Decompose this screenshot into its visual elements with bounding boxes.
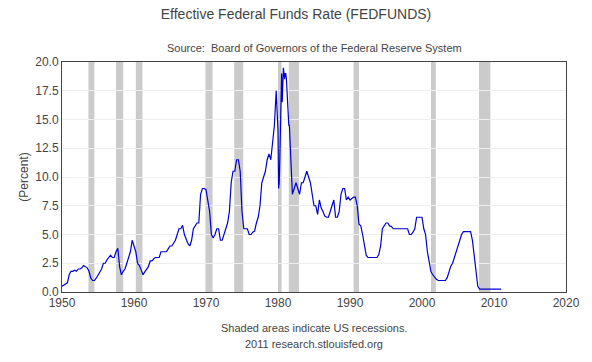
svg-text:1970: 1970 <box>193 296 220 310</box>
svg-text:1960: 1960 <box>121 296 148 310</box>
svg-text:10.0: 10.0 <box>35 170 59 184</box>
svg-text:17.5: 17.5 <box>35 84 59 98</box>
svg-text:2010: 2010 <box>481 296 508 310</box>
svg-text:0.0: 0.0 <box>42 285 59 299</box>
svg-text:Source: Board of Governors of: Source: Board of Governors of the Federa… <box>167 42 462 54</box>
svg-text:15.0: 15.0 <box>35 113 59 127</box>
svg-text:Effective Federal Funds Rate (: Effective Federal Funds Rate (FEDFUNDS) <box>161 6 432 22</box>
svg-text:1980: 1980 <box>265 296 292 310</box>
svg-text:(Percent): (Percent) <box>17 152 31 201</box>
svg-text:2.5: 2.5 <box>42 256 59 270</box>
svg-text:Shaded areas indicate US reces: Shaded areas indicate US recessions. <box>221 322 408 334</box>
svg-text:20.0: 20.0 <box>35 55 59 69</box>
svg-text:1990: 1990 <box>337 296 364 310</box>
svg-text:2000: 2000 <box>409 296 436 310</box>
svg-text:7.5: 7.5 <box>42 199 59 213</box>
svg-text:2011 research.stlouisfed.org: 2011 research.stlouisfed.org <box>245 338 383 350</box>
svg-text:5.0: 5.0 <box>42 228 59 242</box>
svg-text:1950: 1950 <box>49 296 76 310</box>
svg-text:12.5: 12.5 <box>35 141 59 155</box>
svg-text:2020: 2020 <box>553 296 580 310</box>
